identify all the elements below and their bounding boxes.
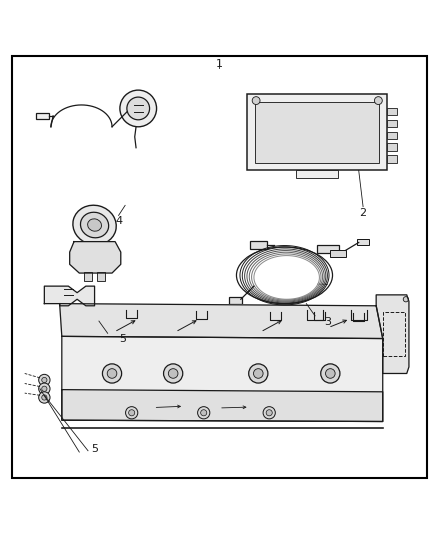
Circle shape [42,377,47,383]
Circle shape [263,407,276,419]
Bar [387,132,397,139]
Bar [97,272,105,281]
Circle shape [42,386,47,391]
Text: 2: 2 [360,207,367,217]
Circle shape [168,369,178,378]
Bar [330,251,346,257]
Circle shape [266,410,272,416]
Polygon shape [44,286,95,306]
Bar [247,94,387,171]
Ellipse shape [73,205,116,245]
Bar [317,245,339,253]
Circle shape [325,369,335,378]
Bar [255,102,379,163]
Circle shape [102,364,122,383]
Polygon shape [70,241,121,273]
Circle shape [252,96,260,104]
Text: 4: 4 [115,216,122,227]
Text: 5: 5 [91,444,98,454]
Ellipse shape [81,212,109,238]
Polygon shape [62,390,383,422]
Bar [383,312,405,356]
Circle shape [107,369,117,378]
Circle shape [163,364,183,383]
Bar [35,113,49,119]
Circle shape [374,96,382,104]
Polygon shape [60,304,383,338]
Bar [387,108,397,116]
Polygon shape [376,295,409,374]
Circle shape [403,297,409,302]
Bar [387,155,397,163]
Circle shape [127,97,150,120]
Circle shape [129,410,135,416]
Bar [296,169,338,179]
Text: 5: 5 [120,334,127,344]
Polygon shape [62,336,383,422]
Bar [84,272,92,281]
Bar [387,143,397,151]
Circle shape [126,407,138,419]
Circle shape [201,410,207,416]
Text: 1: 1 [215,59,223,69]
Circle shape [39,392,50,403]
Bar [250,241,267,249]
Circle shape [198,407,210,419]
Bar [387,120,397,127]
Text: 3: 3 [325,317,332,327]
Bar [357,239,369,245]
Circle shape [39,383,50,394]
Circle shape [321,364,340,383]
Circle shape [254,369,263,378]
Circle shape [42,395,47,400]
Bar [229,297,242,304]
Circle shape [120,90,156,127]
Circle shape [39,374,50,386]
Ellipse shape [88,219,102,231]
Circle shape [249,364,268,383]
